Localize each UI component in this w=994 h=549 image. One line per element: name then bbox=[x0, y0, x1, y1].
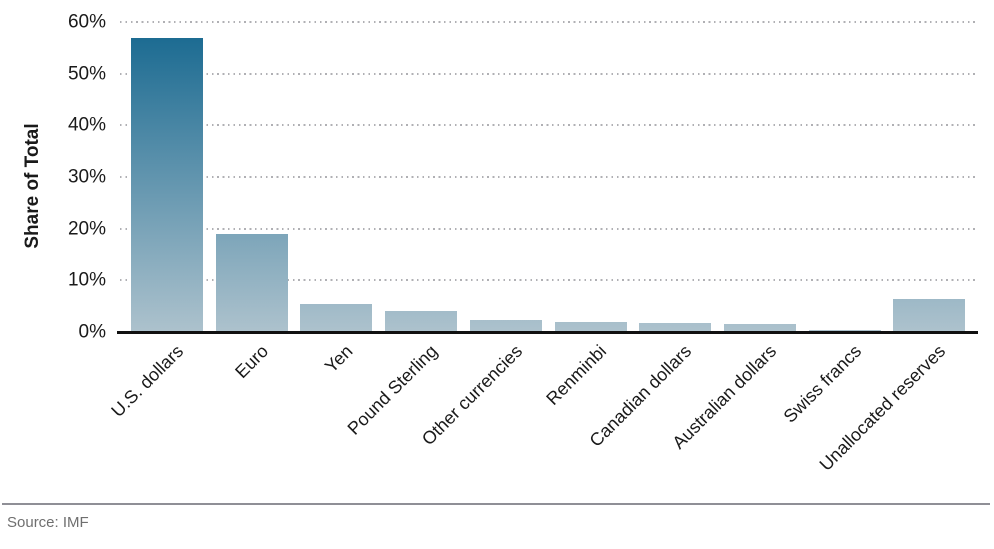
y-tick-label: 40% bbox=[67, 114, 106, 136]
bar-other-currencies bbox=[469, 319, 542, 332]
x-tick-label: Renminbi bbox=[542, 341, 611, 409]
gridline bbox=[120, 176, 976, 178]
y-tick-label: 10% bbox=[67, 269, 106, 291]
gridline bbox=[120, 72, 976, 75]
gridline bbox=[120, 279, 976, 282]
footer-divider bbox=[2, 503, 990, 505]
y-tick-label: 0% bbox=[78, 321, 106, 343]
x-tick-label: Yen bbox=[320, 341, 357, 377]
x-tick-label: U.S. dollars bbox=[107, 341, 188, 421]
bar-u-s-dollars bbox=[131, 37, 203, 332]
bar-australian-dollars bbox=[723, 323, 796, 332]
bar-unallocated-reserves bbox=[893, 299, 966, 332]
bar-yen bbox=[300, 304, 373, 332]
x-axis-line bbox=[117, 330, 978, 334]
y-tick-label: 50% bbox=[67, 63, 106, 85]
gridline bbox=[120, 124, 976, 127]
plot-area bbox=[117, 21, 978, 334]
gridline bbox=[120, 227, 976, 230]
y-tick-label: 30% bbox=[67, 166, 106, 188]
x-tick-label: Swiss francs bbox=[779, 341, 865, 427]
bar-euro bbox=[215, 233, 288, 332]
y-tick-label: 60% bbox=[67, 11, 106, 33]
gridline bbox=[120, 21, 976, 23]
y-tick-label: 20% bbox=[67, 218, 106, 240]
bar-canadian-dollars bbox=[639, 323, 712, 332]
x-tick-label: Euro bbox=[230, 341, 272, 383]
source-note: Source: IMF bbox=[7, 514, 89, 531]
bar-renminbi bbox=[554, 321, 627, 332]
bar-pound-sterling bbox=[385, 310, 458, 332]
y-axis-ticks: 0% 10% 20% 30% 40% 50% 60% bbox=[0, 13, 106, 342]
